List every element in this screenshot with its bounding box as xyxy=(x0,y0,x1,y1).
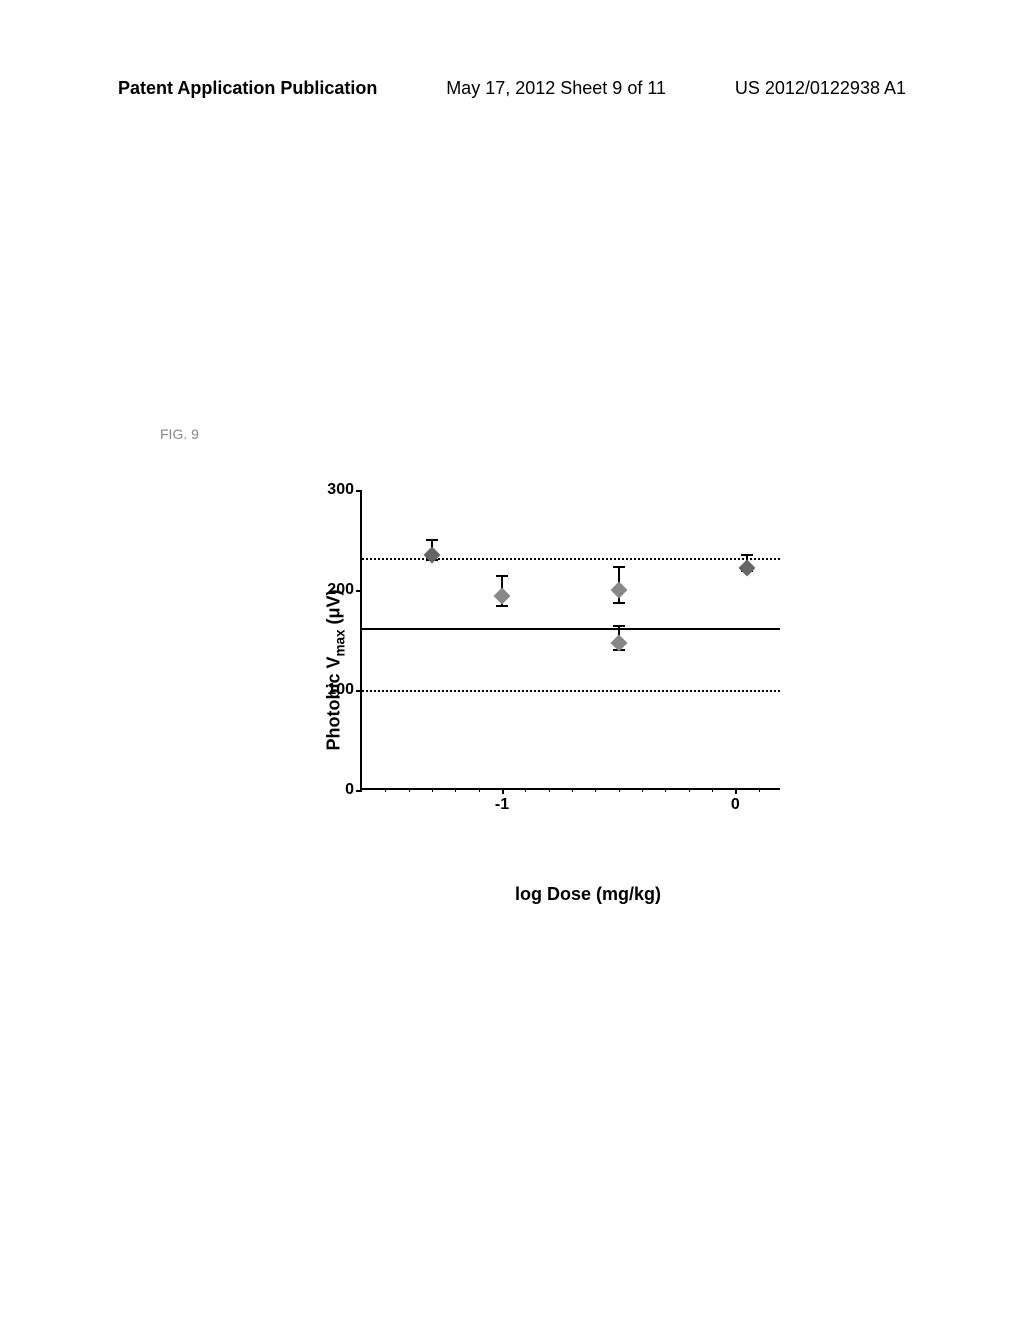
x-tick-minor xyxy=(712,788,713,792)
header-center: May 17, 2012 Sheet 9 of 11 xyxy=(446,78,666,99)
y-tick-label: 100 xyxy=(327,681,354,699)
x-tick-minor xyxy=(595,788,596,792)
x-tick-label: 0 xyxy=(731,796,740,814)
figure-label: FIG. 9 xyxy=(160,426,199,442)
x-tick-minor xyxy=(432,788,433,792)
data-point xyxy=(613,637,625,649)
y-tick-label: 300 xyxy=(327,481,354,499)
x-tick-minor xyxy=(455,788,456,792)
x-tick-minor xyxy=(572,788,573,792)
error-cap-top xyxy=(613,625,625,627)
marker xyxy=(739,560,756,577)
data-point xyxy=(741,562,753,574)
x-tick-minor xyxy=(689,788,690,792)
chart: Photobic Vmax (μV) log Dose (mg/kg) 0100… xyxy=(270,480,800,860)
x-tick-minor xyxy=(665,788,666,792)
x-tick-label: -1 xyxy=(495,796,509,814)
error-cap-top xyxy=(741,554,753,556)
ref-line-lower xyxy=(362,690,780,692)
error-cap-bottom xyxy=(496,605,508,607)
x-tick-minor xyxy=(642,788,643,792)
x-tick-minor xyxy=(409,788,410,792)
error-cap-bottom xyxy=(613,602,625,604)
header-left: Patent Application Publication xyxy=(118,78,377,99)
x-tick-minor xyxy=(385,788,386,792)
y-tick xyxy=(356,490,362,492)
data-point xyxy=(613,584,625,596)
x-axis-label: log Dose (mg/kg) xyxy=(515,884,661,905)
data-point xyxy=(426,549,438,561)
x-tick-minor xyxy=(619,788,620,792)
x-tick xyxy=(735,788,737,794)
x-tick-minor xyxy=(479,788,480,792)
error-cap-top xyxy=(426,539,438,541)
ref-line-mid xyxy=(362,628,780,630)
error-cap-top xyxy=(613,566,625,568)
y-tick-label: 0 xyxy=(345,781,354,799)
data-point xyxy=(496,590,508,602)
y-axis-label: Photobic Vmax (μV) xyxy=(324,589,348,750)
marker xyxy=(610,582,627,599)
x-tick-minor xyxy=(525,788,526,792)
marker xyxy=(494,588,511,605)
error-cap-top xyxy=(496,575,508,577)
y-tick-label: 200 xyxy=(327,581,354,599)
plot-area: 0100200300-10 xyxy=(360,490,780,790)
header-right: US 2012/0122938 A1 xyxy=(735,78,906,99)
y-tick xyxy=(356,790,362,792)
x-tick-minor xyxy=(759,788,760,792)
page-header: Patent Application Publication May 17, 2… xyxy=(0,78,1024,99)
ref-line-upper xyxy=(362,558,780,560)
y-tick xyxy=(356,590,362,592)
x-tick xyxy=(502,788,504,794)
x-tick-minor xyxy=(549,788,550,792)
